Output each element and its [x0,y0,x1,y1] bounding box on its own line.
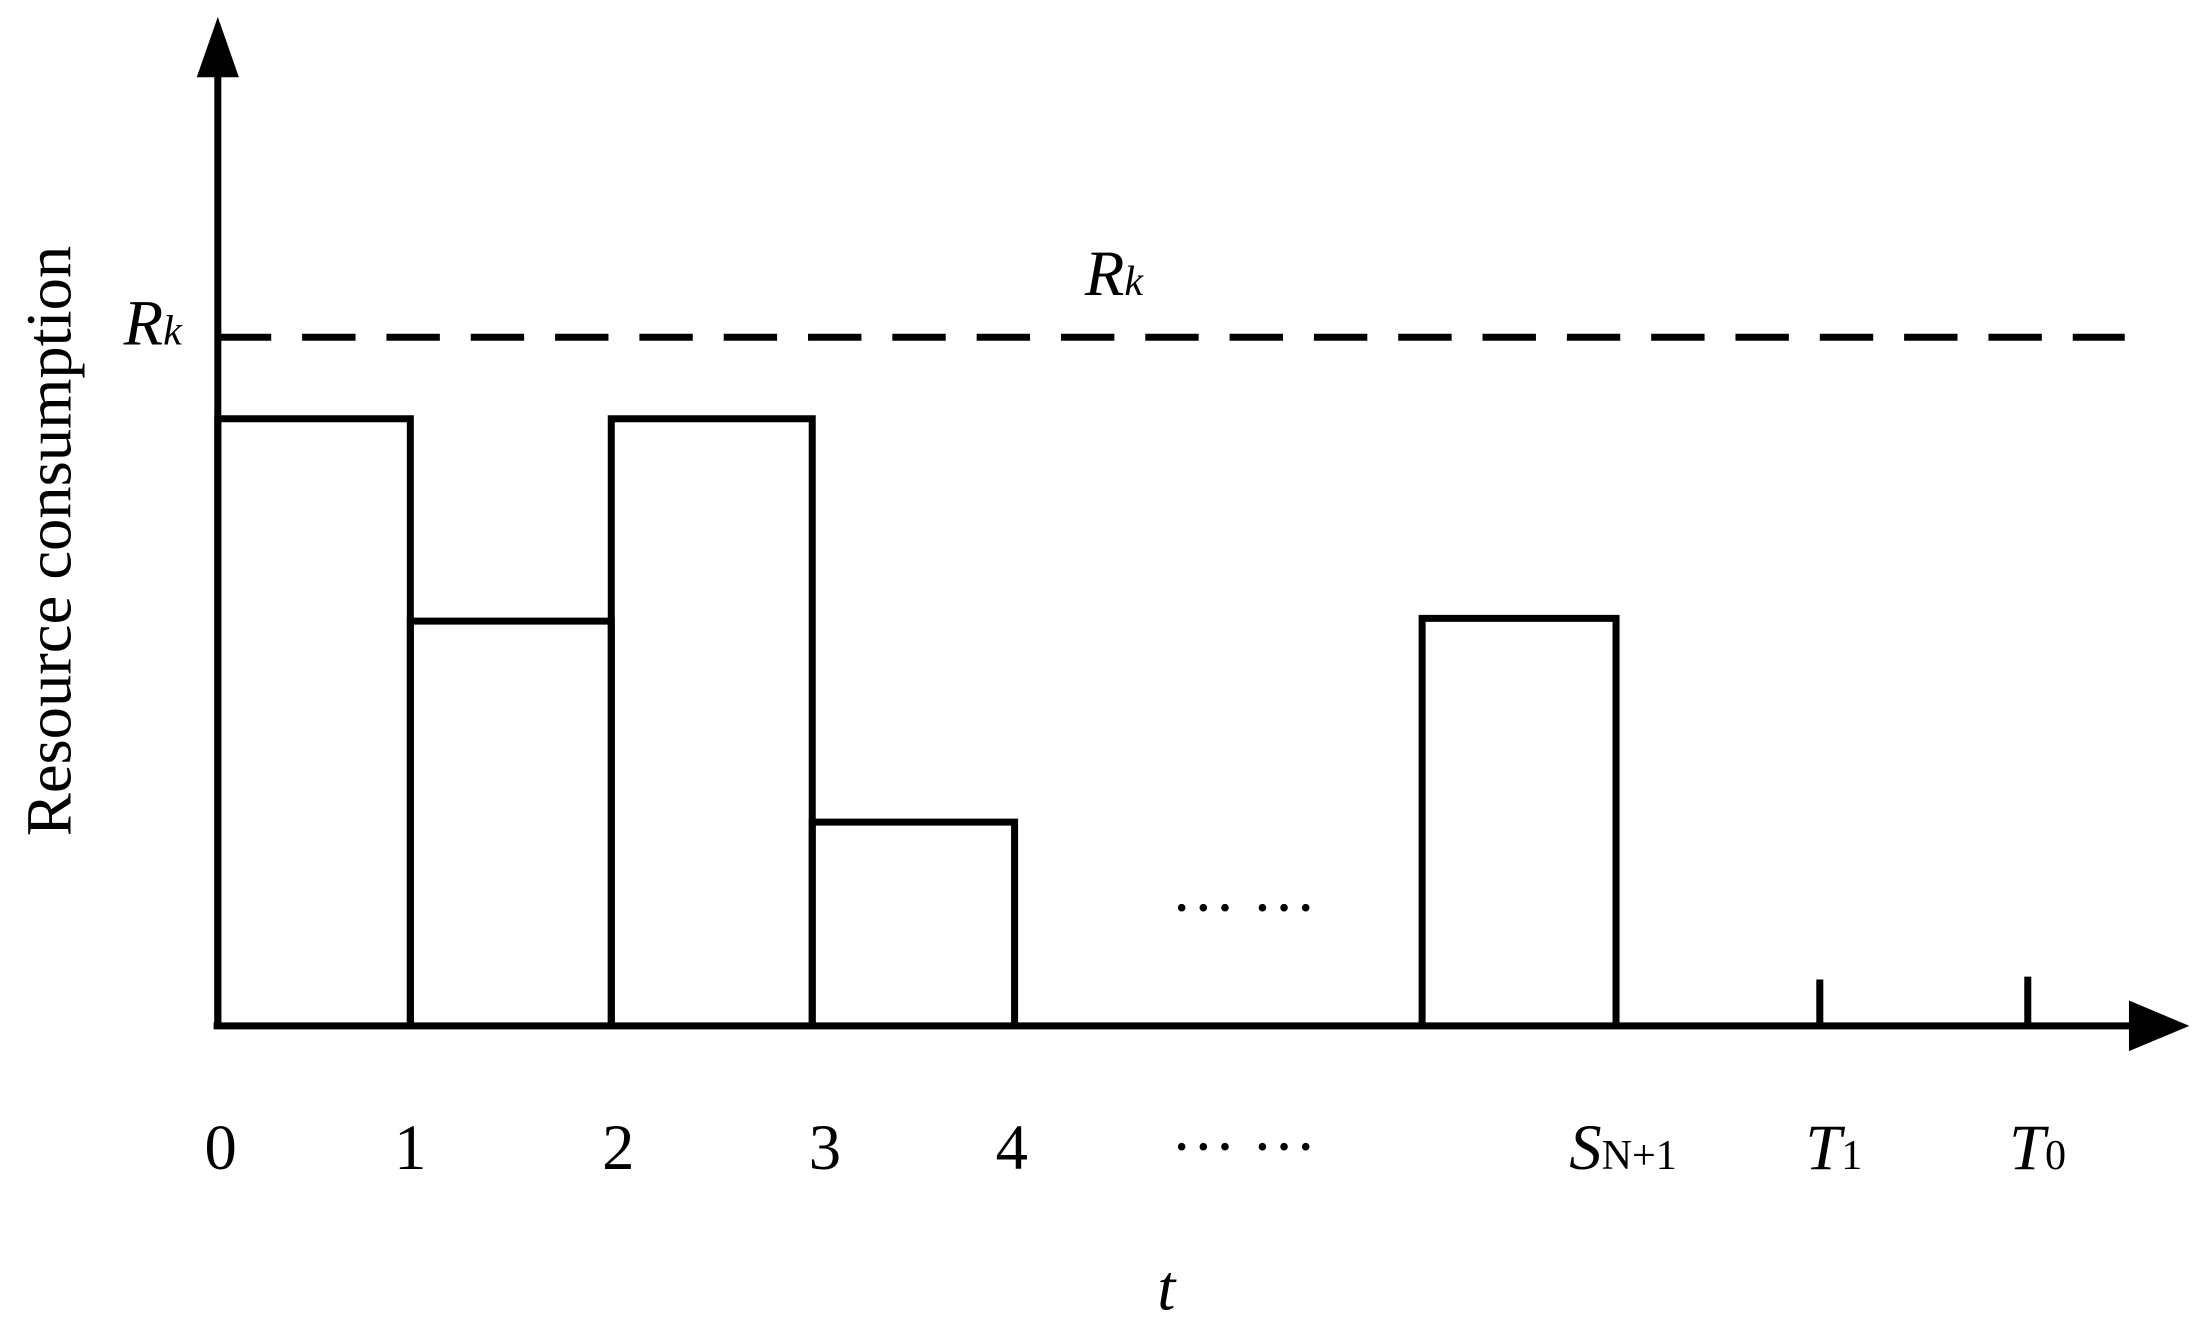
block [214,415,414,1026]
y-arrow [196,16,239,78]
x-tick-label: 1 [394,1111,426,1183]
tick-sub: 0 [2045,1132,2066,1179]
ellipsis: … … [1171,853,1316,925]
x-tick-label: 3 [809,1111,841,1183]
x-tick-label: SN+1 [1569,1111,1677,1183]
threshold-line-label: Rk [1084,237,1144,309]
x-tick-labels: 0 1 2 3 4 SN+1 T1 T0 [204,1111,2066,1183]
tick-sub: N+1 [1602,1132,1677,1179]
tick-main: 3 [809,1111,841,1183]
tick-main: S [1569,1111,1601,1183]
bars [213,56,2144,1030]
x-tick-label: T1 [1805,1111,1862,1183]
block [607,415,816,1026]
threshold-axis-label: Rk [123,286,183,358]
x-tick-label: 0 [204,1111,236,1183]
block [1418,614,1620,1026]
tick-main: 1 [394,1111,426,1183]
x-tick-label: 4 [996,1111,1028,1183]
block [406,617,615,1026]
tick-main: 2 [602,1111,634,1183]
tick-main: 0 [204,1111,236,1183]
x-axis-label: t [1157,1252,1177,1324]
ellipsis: … … [1171,1092,1316,1164]
x-arrow [2128,1000,2190,1052]
y-axis-label: Resource consumption [12,246,84,836]
x-tick-label: T0 [2009,1111,2066,1183]
tick-main: T [2009,1111,2049,1183]
tick-main: 4 [996,1111,1028,1183]
block [808,818,1019,1026]
tick-main: T [1805,1111,1845,1183]
x-tick-label: 2 [602,1111,634,1183]
tick-sub: 1 [1841,1132,1862,1179]
